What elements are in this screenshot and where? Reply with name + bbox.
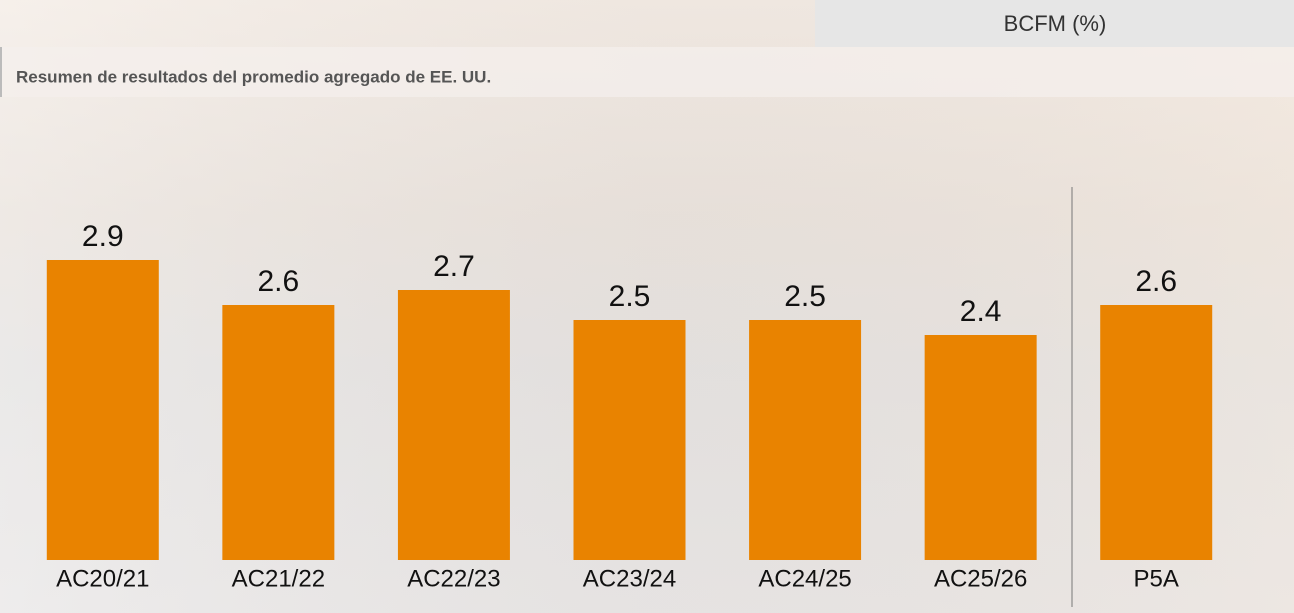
bar [749, 320, 861, 560]
page: BCFM (%) Resumen de resultados del prome… [0, 0, 1294, 613]
x-tick-label: AC25/26 [934, 565, 1027, 592]
x-tick-label: AC21/22 [232, 565, 325, 592]
bar [47, 260, 159, 560]
value-label: 2.5 [784, 280, 826, 313]
value-label: 2.4 [960, 295, 1002, 328]
value-label: 2.5 [609, 280, 651, 313]
bar [925, 335, 1037, 560]
chart: BCFM (%) Resumen de resultados del prome… [0, 0, 1294, 613]
value-label: 2.6 [257, 265, 299, 298]
bar [1100, 305, 1212, 560]
bar [574, 320, 686, 560]
x-tick-label: AC20/21 [56, 565, 149, 592]
value-label: 2.6 [1135, 265, 1177, 298]
bar [398, 290, 510, 560]
bar [222, 305, 334, 560]
x-tick-label: AC24/25 [758, 565, 851, 592]
x-tick-label: P5A [1134, 565, 1179, 592]
value-label: 2.9 [82, 220, 124, 253]
value-label: 2.7 [433, 250, 475, 283]
chart-title: Resumen de resultados del promedio agreg… [16, 67, 491, 86]
x-tick-label: AC23/24 [583, 565, 676, 592]
x-tick-label: AC22/23 [407, 565, 500, 592]
header: BCFM (%) [1004, 11, 1107, 36]
